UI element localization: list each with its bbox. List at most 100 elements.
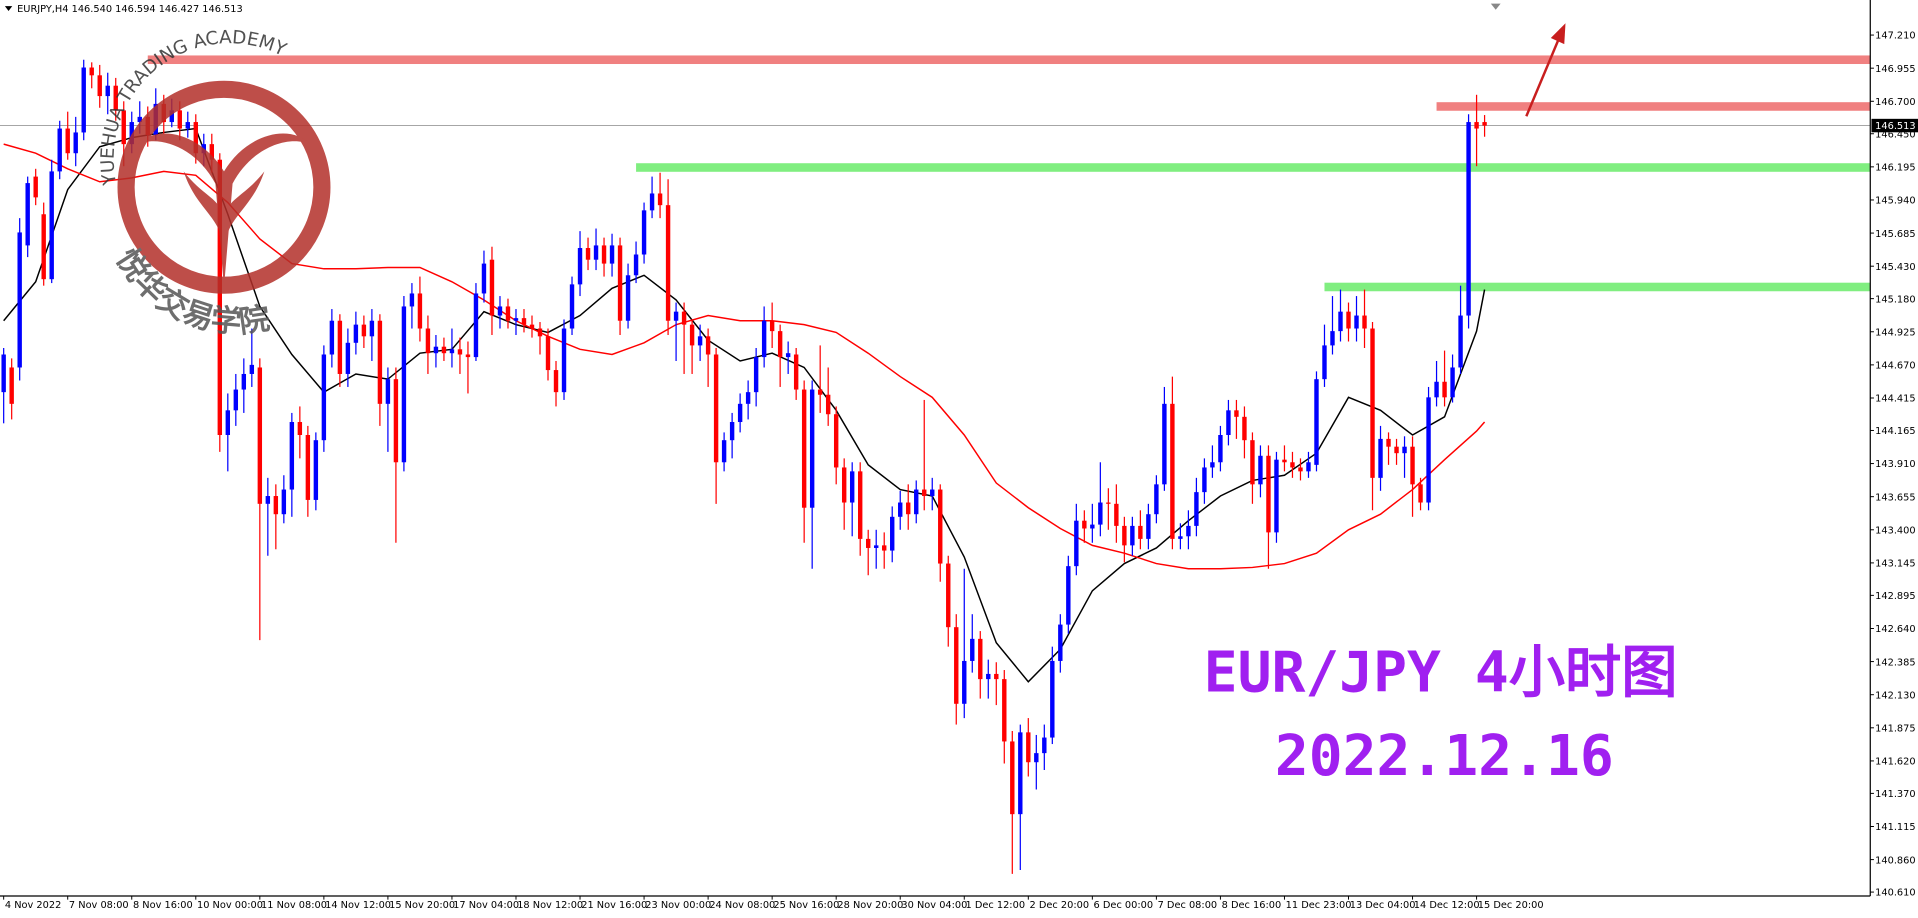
- candles: [1, 59, 1487, 874]
- candle-body: [1282, 459, 1287, 463]
- candle-body: [689, 324, 695, 346]
- candle-body: [970, 638, 975, 661]
- candle-body: [1042, 737, 1047, 754]
- candle-body: [1306, 462, 1311, 472]
- candle-body: [217, 159, 223, 435]
- candle-body: [833, 414, 839, 468]
- candle-body: [553, 370, 559, 393]
- candle-body: [922, 489, 927, 497]
- candle-body: [33, 176, 38, 198]
- candle-body: [1130, 525, 1135, 546]
- candle-body: [313, 440, 319, 500]
- candle-body: [1370, 328, 1375, 478]
- candle-body: [513, 318, 519, 321]
- candle-body: [1442, 381, 1447, 398]
- candle-body: [241, 373, 247, 390]
- candle-body: [129, 122, 134, 145]
- candle-body: [25, 183, 30, 246]
- candle-body: [1066, 566, 1071, 625]
- candle-body: [321, 354, 327, 441]
- y-tick-label: 145.430: [1875, 262, 1915, 273]
- candle-body: [401, 306, 407, 463]
- candle-body: [665, 205, 671, 321]
- candle-body: [1106, 502, 1111, 504]
- candle-body: [882, 545, 887, 551]
- candle-body: [289, 422, 295, 490]
- arrow-head: [1550, 23, 1566, 45]
- candle-body: [529, 324, 535, 329]
- level-zone: [147, 55, 1871, 65]
- candle-body: [329, 320, 335, 355]
- candle-body: [1450, 367, 1455, 398]
- y-tick-label: 146.700: [1875, 97, 1915, 108]
- candle-body: [866, 538, 871, 548]
- shift-marker: [1490, 3, 1501, 10]
- annotation-date: 2022.12.16: [1275, 724, 1614, 789]
- x-tick-label: 23 Nov 00:00: [645, 900, 711, 911]
- candle-body: [1210, 462, 1215, 468]
- candle-body: [1090, 524, 1095, 529]
- candle-body: [177, 110, 182, 129]
- level-zone: [636, 163, 1871, 172]
- candle-body: [113, 85, 118, 111]
- candle-body: [777, 331, 783, 358]
- candle-body: [761, 320, 767, 358]
- candle-body: [97, 75, 102, 97]
- candle-body: [1474, 122, 1479, 129]
- x-tick-label: 7 Nov 08:00: [69, 900, 129, 911]
- candle-body: [497, 306, 503, 316]
- y-tick-label: 145.940: [1875, 196, 1915, 207]
- candle-body: [874, 545, 879, 548]
- candle-body: [1218, 434, 1223, 463]
- candle-body: [898, 502, 903, 517]
- y-tick-label: 142.895: [1875, 591, 1915, 602]
- candle-body: [986, 673, 991, 680]
- x-tick-label: 11 Dec 23:00: [1286, 900, 1352, 911]
- candle-body: [417, 293, 423, 329]
- candle-body: [625, 275, 631, 321]
- candle-body: [305, 434, 311, 500]
- candle-body: [1338, 311, 1343, 332]
- y-tick-label: 146.195: [1875, 163, 1915, 174]
- candle-body: [105, 85, 110, 97]
- candle-body: [737, 403, 743, 423]
- x-tick-label: 25 Nov 16:00: [773, 900, 839, 911]
- y-tick-label: 145.685: [1875, 229, 1915, 240]
- candle-body: [361, 324, 367, 337]
- y-tick-label: 144.165: [1875, 426, 1915, 437]
- candle-body: [1410, 446, 1415, 485]
- candle-body: [1138, 525, 1143, 539]
- candle-body: [994, 673, 999, 680]
- candle-body: [1266, 455, 1271, 533]
- candle-body: [1098, 502, 1103, 525]
- candle-body: [817, 389, 823, 395]
- candle-body: [9, 367, 14, 404]
- candle-body: [505, 306, 511, 321]
- candle-body: [962, 660, 967, 704]
- x-tick-label: 1 Dec 12:00: [965, 900, 1025, 911]
- x-tick-label: 17 Nov 04:00: [453, 900, 519, 911]
- candle-body: [393, 379, 399, 463]
- candle-body: [137, 116, 142, 123]
- candle-body: [593, 245, 599, 260]
- candle-body: [849, 471, 855, 503]
- candle-body: [457, 349, 463, 355]
- x-tick-label: 21 Nov 16:00: [581, 900, 647, 911]
- x-tick-label: 4 Nov 2022: [5, 900, 61, 911]
- candle-body: [1242, 416, 1247, 441]
- y-tick-label: 141.370: [1875, 789, 1915, 800]
- candle-body: [825, 394, 831, 415]
- candle-body: [657, 193, 663, 206]
- header: EURJPY,H4 146.540 146.594 146.427 146.51…: [17, 4, 243, 15]
- candle-body: [465, 354, 471, 358]
- candle-body: [1418, 484, 1423, 503]
- candle-body: [1146, 514, 1151, 539]
- candle-body: [1010, 741, 1015, 815]
- level-zone: [1436, 102, 1871, 111]
- y-tick-label: 144.925: [1875, 327, 1915, 338]
- candle-body: [585, 248, 591, 260]
- last-price-label: 146.513: [1875, 121, 1915, 132]
- candle-body: [906, 502, 911, 515]
